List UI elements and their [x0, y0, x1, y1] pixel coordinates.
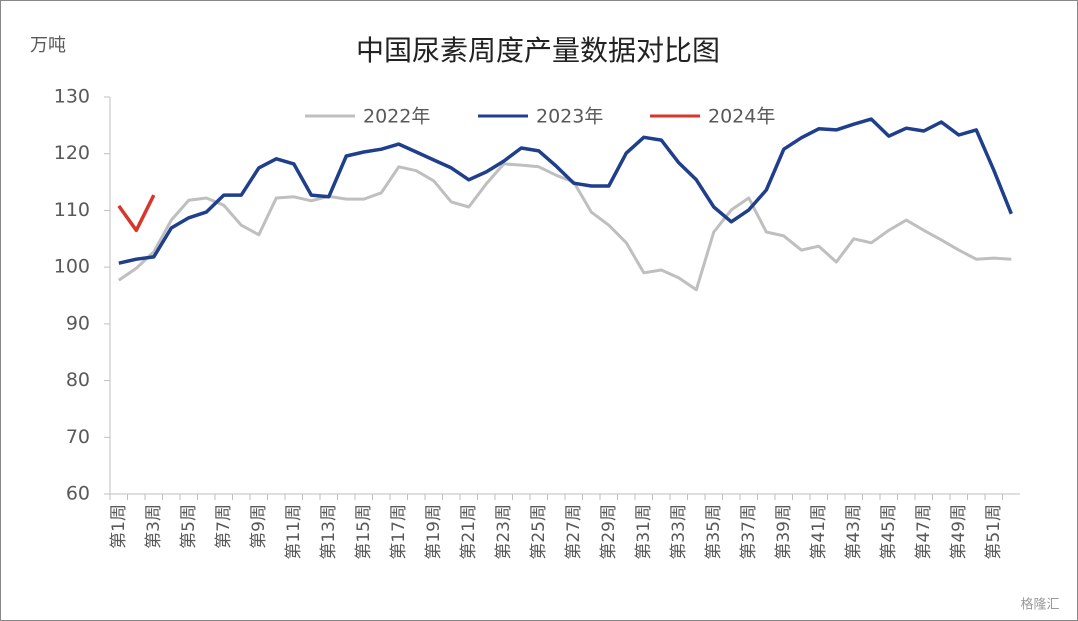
x-tick-label: 第15周	[354, 504, 374, 560]
x-tick-label: 第39周	[774, 504, 794, 560]
x-tick-label: 第17周	[389, 504, 409, 560]
y-tick-label: 90	[66, 312, 90, 334]
legend-label: 2022年	[363, 106, 430, 128]
x-tick-label: 第45周	[879, 504, 899, 560]
y-tick-label: 120	[54, 142, 90, 164]
y-axis-label: 万吨	[30, 35, 66, 56]
series-line	[117, 162, 1012, 292]
x-tick-label: 第31周	[634, 504, 654, 560]
x-tick-label: 第13周	[319, 504, 339, 560]
y-tick-label: 70	[66, 426, 90, 448]
legend-label: 2024年	[708, 106, 775, 128]
x-tick-label: 第9周	[249, 504, 269, 549]
x-tick-label: 第27周	[564, 504, 584, 560]
x-tick-label: 第41周	[809, 504, 829, 560]
series-line	[117, 194, 156, 233]
x-tick-label: 第23周	[494, 504, 514, 560]
watermark: 格隆汇	[1020, 597, 1059, 613]
x-tick-label: 第5周	[179, 504, 199, 549]
x-tick-label: 第1周	[109, 504, 129, 549]
y-tick-label: 80	[66, 369, 90, 391]
chart-title: 中国尿素周度产量数据对比图	[356, 34, 720, 67]
x-tick-label: 第29周	[599, 504, 619, 560]
y-tick-label: 110	[54, 199, 90, 221]
series-line	[118, 117, 1013, 265]
x-tick-label: 第3周	[144, 504, 164, 549]
x-tick-label: 第51周	[984, 504, 1004, 560]
x-tick-label: 第21周	[459, 504, 479, 560]
x-tick-label: 第7周	[214, 504, 234, 549]
x-tick-label: 第35周	[704, 504, 724, 560]
x-tick-label: 第47周	[914, 504, 934, 560]
x-tick-label: 第19周	[424, 504, 444, 560]
x-tick-label: 第33周	[669, 504, 689, 560]
y-tick-label: 60	[66, 483, 90, 505]
x-tick-label: 第37周	[739, 504, 759, 560]
legend-label: 2023年	[536, 106, 603, 128]
x-tick-label: 第43周	[844, 504, 864, 560]
x-tick-label: 第25周	[529, 504, 549, 560]
y-tick-label: 130	[54, 86, 90, 108]
y-tick-label: 100	[54, 256, 90, 278]
x-tick-label: 第11周	[284, 504, 304, 560]
x-tick-label: 第49周	[949, 504, 969, 560]
